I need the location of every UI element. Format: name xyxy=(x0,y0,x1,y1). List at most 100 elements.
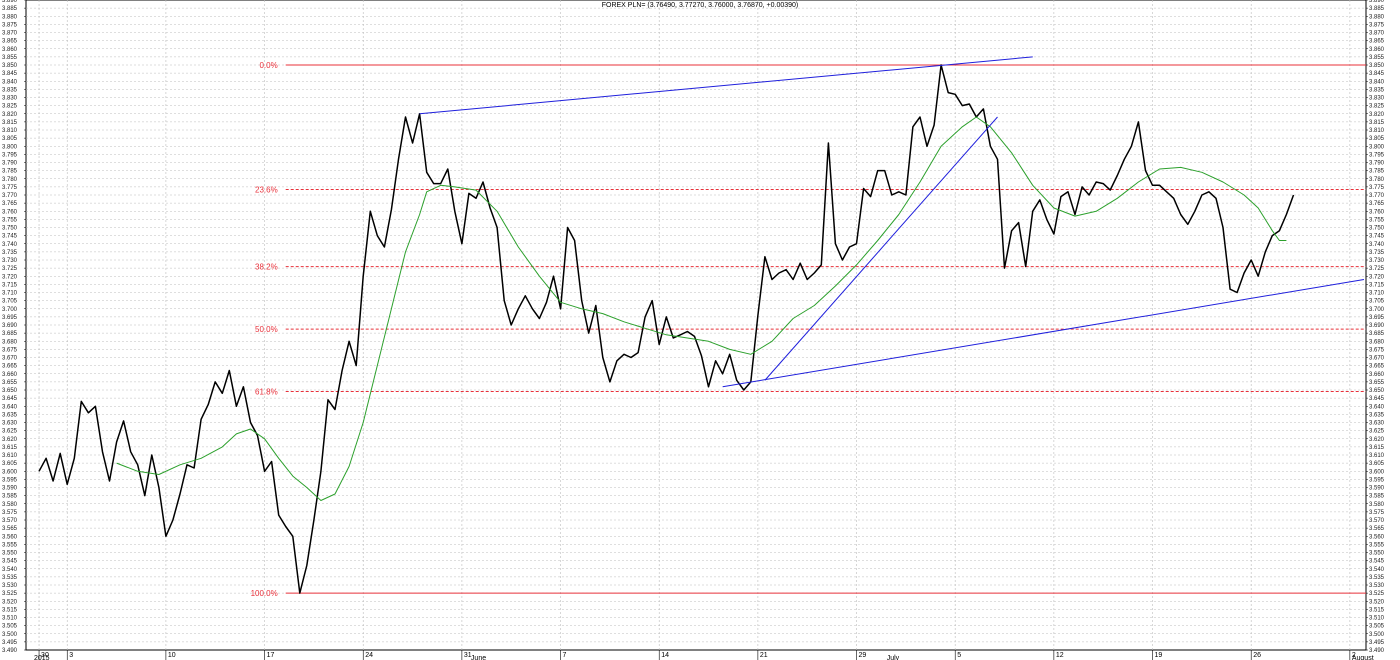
y-tick-label: 3.555 xyxy=(1369,542,1385,548)
fibonacci-levels: 0.0% 23.6% 38.2% 50.0% 61.8% 100.0% xyxy=(251,61,1366,598)
series-layer xyxy=(38,64,1295,594)
y-tick-label: 3.725 xyxy=(2,266,18,272)
y-axis-left: 3.490 3.495 3.500 3.505 3.510 3.515 3.520 3.525… xyxy=(2,0,26,654)
y-tick-label: 3.630 xyxy=(1369,421,1385,427)
y-tick-label: 3.540 xyxy=(1369,567,1385,573)
y-tick-label: 3.580 xyxy=(1369,502,1385,508)
y-tick-label: 3.830 xyxy=(1369,96,1385,102)
y-tick-label: 3.730 xyxy=(2,258,18,264)
x-axis: 30 3 10 17 24 31 7 14 21 29 5 12 19 26 2 2015 June July Au… xyxy=(34,650,1374,660)
fib-level-label: 61.8% xyxy=(255,387,278,396)
y-tick-label: 3.630 xyxy=(2,421,18,427)
y-tick-label: 3.785 xyxy=(1369,169,1385,175)
y-tick-label: 3.770 xyxy=(2,193,18,199)
y-tick-label: 3.795 xyxy=(1369,152,1385,158)
y-tick-label: 3.675 xyxy=(1369,347,1385,353)
y-tick-label: 3.840 xyxy=(2,79,18,85)
y-tick-label: 3.860 xyxy=(2,47,18,53)
y-tick-label: 3.555 xyxy=(2,542,18,548)
y-tick-label: 3.695 xyxy=(2,315,18,321)
grid xyxy=(26,0,1366,650)
y-tick-label: 3.600 xyxy=(1369,469,1385,475)
y-tick-label: 3.735 xyxy=(2,250,18,256)
chart-title: FOREX PLN= (3.76490, 3.77270, 3.76000, 3… xyxy=(602,2,799,9)
y-tick-label: 3.545 xyxy=(2,559,18,565)
y-tick-label: 3.665 xyxy=(2,364,18,370)
x-secondary-label: June xyxy=(471,655,486,660)
y-tick-label: 3.725 xyxy=(1369,266,1385,272)
y-tick-label: 3.710 xyxy=(2,291,18,297)
y-tick-label: 3.560 xyxy=(1369,534,1385,540)
y-tick-label: 3.835 xyxy=(1369,87,1385,93)
y-tick-label: 3.545 xyxy=(1369,559,1385,565)
y-tick-label: 3.760 xyxy=(1369,209,1385,215)
y-tick-label: 3.780 xyxy=(1369,177,1385,183)
x-tick-label: 21 xyxy=(760,652,768,659)
y-tick-label: 3.530 xyxy=(1369,583,1385,589)
y-tick-label: 3.730 xyxy=(1369,258,1385,264)
y-tick-label: 3.650 xyxy=(2,388,18,394)
y-tick-label: 3.880 xyxy=(1369,14,1385,20)
x-tick-label: 5 xyxy=(957,652,961,659)
y-tick-label: 3.665 xyxy=(1369,364,1385,370)
x-tick-label: 17 xyxy=(267,652,275,659)
x-secondary-label: 2015 xyxy=(34,655,50,660)
y-tick-label: 3.500 xyxy=(2,632,18,638)
y-tick-label: 3.865 xyxy=(1369,39,1385,45)
y-tick-label: 3.765 xyxy=(1369,201,1385,207)
y-tick-label: 3.835 xyxy=(2,87,18,93)
y-tick-label: 3.745 xyxy=(2,234,18,240)
y-tick-label: 3.670 xyxy=(2,356,18,362)
y-tick-label: 3.735 xyxy=(1369,250,1385,256)
y-tick-label: 3.800 xyxy=(1369,144,1385,150)
y-tick-label: 3.860 xyxy=(1369,47,1385,53)
y-tick-label: 3.610 xyxy=(2,453,18,459)
y-tick-label: 3.715 xyxy=(2,282,18,288)
y-tick-label: 3.585 xyxy=(2,494,18,500)
y-tick-label: 3.750 xyxy=(2,226,18,232)
y-tick-label: 3.550 xyxy=(2,551,18,557)
y-tick-label: 3.760 xyxy=(2,209,18,215)
y-tick-label: 3.820 xyxy=(2,112,18,118)
x-tick-label: 14 xyxy=(661,652,669,659)
y-tick-label: 3.705 xyxy=(2,299,18,305)
y-tick-label: 3.650 xyxy=(1369,388,1385,394)
y-tick-label: 3.575 xyxy=(1369,510,1385,516)
y-tick-label: 3.655 xyxy=(2,380,18,386)
y-tick-label: 3.805 xyxy=(1369,136,1385,142)
y-tick-label: 3.845 xyxy=(2,71,18,77)
fib-level-label: 100.0% xyxy=(251,589,278,598)
y-tick-label: 3.700 xyxy=(1369,307,1385,313)
x-tick-label: 19 xyxy=(1155,652,1163,659)
y-tick-label: 3.500 xyxy=(1369,632,1385,638)
trendline xyxy=(764,116,998,381)
y-tick-label: 3.685 xyxy=(1369,331,1385,337)
y-tick-label: 3.820 xyxy=(1369,112,1385,118)
y-tick-label: 3.755 xyxy=(2,217,18,223)
x-tick-label: 24 xyxy=(365,652,373,659)
y-tick-label: 3.740 xyxy=(2,242,18,248)
y-tick-label: 3.790 xyxy=(2,161,18,167)
y-tick-label: 3.570 xyxy=(1369,518,1385,524)
y-tick-label: 3.590 xyxy=(2,486,18,492)
y-tick-label: 3.765 xyxy=(2,201,18,207)
y-tick-label: 3.575 xyxy=(2,510,18,516)
y-tick-label: 3.805 xyxy=(2,136,18,142)
y-tick-label: 3.840 xyxy=(1369,79,1385,85)
y-tick-label: 3.755 xyxy=(1369,217,1385,223)
y-tick-label: 3.705 xyxy=(1369,299,1385,305)
y-tick-label: 3.775 xyxy=(2,185,18,191)
y-tick-label: 3.795 xyxy=(2,152,18,158)
y-tick-label: 3.825 xyxy=(1369,104,1385,110)
y-tick-label: 3.660 xyxy=(1369,372,1385,378)
y-tick-label: 3.495 xyxy=(1369,640,1385,646)
y-tick-label: 3.695 xyxy=(1369,315,1385,321)
y-tick-label: 3.780 xyxy=(2,177,18,183)
y-tick-label: 3.505 xyxy=(2,624,18,630)
y-tick-label: 3.550 xyxy=(1369,551,1385,557)
y-tick-label: 3.680 xyxy=(2,339,18,345)
y-tick-label: 3.670 xyxy=(1369,356,1385,362)
fib-level-label: 23.6% xyxy=(255,185,278,194)
y-tick-label: 3.855 xyxy=(1369,55,1385,61)
fib-level-label: 0.0% xyxy=(259,61,277,70)
